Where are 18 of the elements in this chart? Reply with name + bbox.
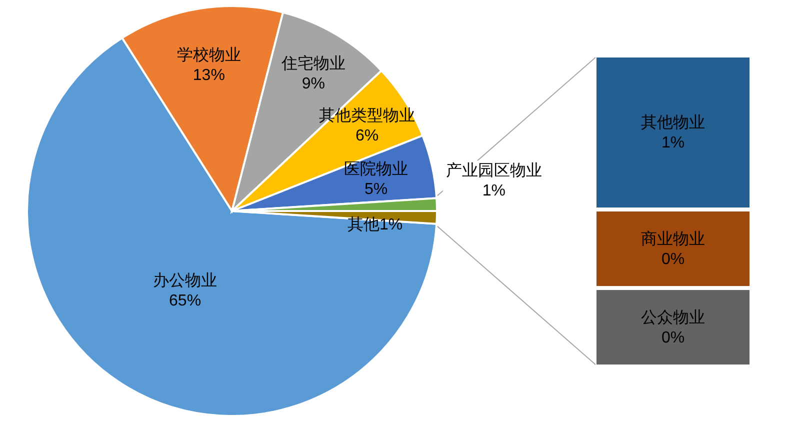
slice-label: 办公物业 [153, 271, 218, 290]
data-label: 65% [169, 292, 202, 310]
data-label: 6% [355, 127, 379, 144]
data-label: 1% [482, 182, 506, 200]
category-label: 公众物业 [641, 308, 705, 326]
slice-label: 医院物业 [344, 160, 408, 178]
data-label: 13% [192, 67, 225, 84]
data-label: 5% [364, 180, 388, 198]
data-label: 9% [302, 75, 325, 92]
category-label: 其他物业 [641, 114, 705, 132]
data-label: 0% [661, 329, 685, 346]
data-label: 0% [661, 250, 685, 268]
slice-label: 其他类型物业 [319, 106, 416, 124]
slice-label: 产业园区物业 [446, 162, 542, 180]
category-label: 商业物业 [641, 230, 705, 248]
data-label: 1% [661, 134, 685, 152]
slice-label: 住宅物业 [280, 54, 346, 72]
slice-label: 学校物业 [176, 46, 241, 64]
